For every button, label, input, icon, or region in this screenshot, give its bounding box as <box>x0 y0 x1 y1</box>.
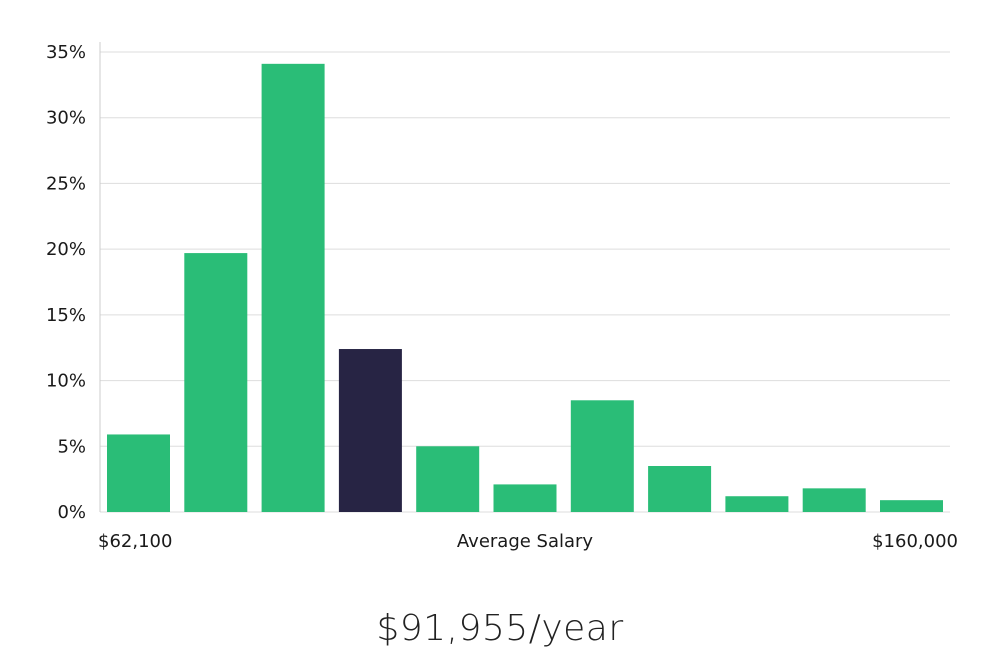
histogram-bars <box>107 63 943 513</box>
y-tick-label: 5% <box>57 436 86 457</box>
y-tick-label: 25% <box>46 173 86 194</box>
histogram-bar <box>725 496 789 512</box>
y-tick-label: 35% <box>46 42 86 63</box>
average-salary-headline: $91,955/year <box>376 608 624 649</box>
x-min-label: $62,100 <box>98 531 172 552</box>
histogram-bar <box>416 446 480 512</box>
y-tick-label: 10% <box>46 371 86 392</box>
histogram-bar <box>493 484 557 512</box>
histogram-bar <box>802 488 866 512</box>
histogram-bar <box>107 434 170 512</box>
y-tick-label: 30% <box>46 108 86 129</box>
histogram-bar <box>648 466 712 512</box>
y-tick-label: 15% <box>46 305 86 326</box>
y-axis-ticks: 0% 5% 10% 15% 20% 25% 30% 35% <box>46 42 86 523</box>
histogram-bar <box>261 63 325 512</box>
y-tick-label: 20% <box>46 239 86 260</box>
histogram-bar-highlighted <box>338 349 402 512</box>
histogram-bar <box>570 400 634 512</box>
histogram-bar <box>880 500 943 512</box>
histogram-bar <box>184 253 248 513</box>
x-max-label: $160,000 <box>872 531 958 552</box>
x-axis-title: Average Salary <box>457 531 594 552</box>
salary-histogram: 0% 5% 10% 15% 20% 25% 30% 35% $62,100 Average S… <box>46 42 958 552</box>
y-tick-label: 0% <box>57 502 86 523</box>
